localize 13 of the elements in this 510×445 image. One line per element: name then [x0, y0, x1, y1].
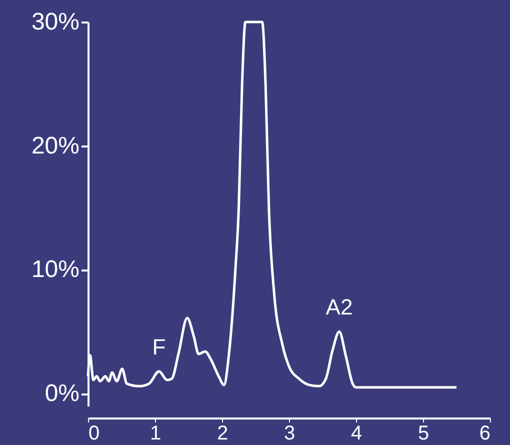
x-tick-label: 2 [216, 422, 228, 444]
y-tick-label: 0% [44, 380, 80, 408]
x-tick-label: 1 [150, 422, 162, 444]
y-tick-label: 30% [31, 8, 80, 36]
annotation: A2 [326, 294, 353, 320]
y-tick-label: 20% [31, 132, 80, 160]
x-tick-label: 0 [88, 422, 100, 444]
x-tick-label: 4 [350, 422, 362, 444]
y-tick-label: 10% [31, 256, 80, 284]
x-tick-label: 5 [418, 422, 430, 444]
x-tick-label: 3 [284, 422, 296, 444]
annotation: F [152, 334, 166, 360]
x-tick-label: 6 [479, 422, 490, 444]
